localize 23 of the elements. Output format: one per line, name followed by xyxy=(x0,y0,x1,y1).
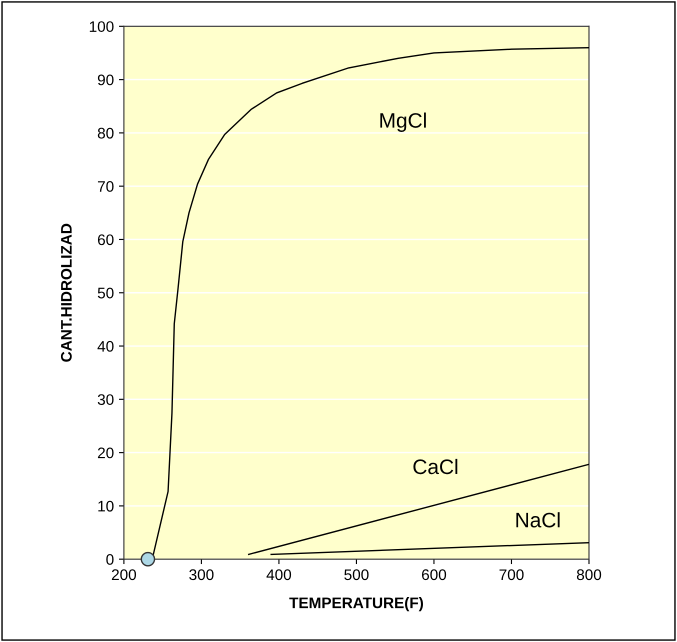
y-tick-label: 40 xyxy=(98,340,114,352)
y-axis-title: CANT.HIDROLIZAD xyxy=(60,224,72,362)
x-tick-label: 800 xyxy=(576,569,602,580)
y-tick-label: 0 xyxy=(106,554,114,565)
x-tick-label: 600 xyxy=(422,569,446,580)
y-tick-label: 70 xyxy=(98,181,114,192)
x-tick-label: 700 xyxy=(500,569,524,580)
y-tick-label: 30 xyxy=(98,394,114,406)
y-tick-label: 20 xyxy=(98,447,114,458)
series-label: NaCl xyxy=(516,512,560,528)
y-tick-label: 80 xyxy=(98,128,114,139)
series-label: CaCl xyxy=(413,458,458,474)
x-tick-label: 400 xyxy=(266,569,292,580)
x-axis-title: TEMPERATURE(F) xyxy=(289,597,424,612)
y-tick-label: 50 xyxy=(98,288,114,298)
y-tick-label: 10 xyxy=(98,500,114,512)
y-tick-label: 100 xyxy=(90,21,114,32)
y-tick-label: 60 xyxy=(98,234,114,246)
x-tick-label: 300 xyxy=(189,569,214,580)
x-tick-label: 200 xyxy=(112,569,136,580)
y-tick-label: 90 xyxy=(98,74,114,86)
text: MgCl xyxy=(380,112,426,132)
x-tick-label: 500 xyxy=(344,569,369,580)
